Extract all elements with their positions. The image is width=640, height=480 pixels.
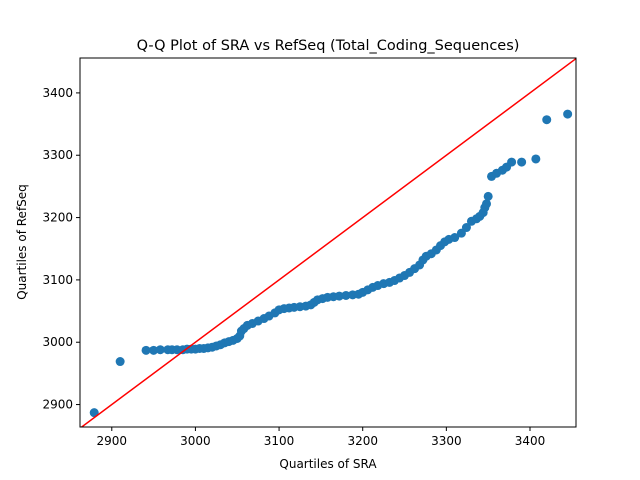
x-tick-label: 3400 <box>515 434 546 448</box>
x-axis: 2900 3000 3100 3200 3300 3400 <box>97 427 546 448</box>
data-point <box>155 345 165 355</box>
data-point <box>141 345 151 355</box>
plot-frame <box>79 57 577 428</box>
chart-title: Q-Q Plot of SRA vs RefSeq (Total_Coding_… <box>137 38 520 54</box>
data-point <box>89 408 99 418</box>
x-tick-label: 2900 <box>97 434 128 448</box>
y-tick-label: 3100 <box>42 273 73 287</box>
y-tick-label: 3400 <box>42 86 73 100</box>
y-axis: 2900 3000 3100 3200 3300 3400 <box>42 86 80 412</box>
y-tick-label: 3200 <box>42 211 73 225</box>
data-point <box>115 357 125 367</box>
data-point <box>461 223 471 233</box>
x-axis-label: Quartiles of SRA <box>279 457 377 471</box>
data-point <box>450 233 460 243</box>
data-point <box>517 157 527 167</box>
data-point <box>542 115 552 125</box>
data-point <box>341 290 351 300</box>
y-axis-label: Quartiles of RefSeq <box>15 184 29 300</box>
data-point <box>482 199 491 209</box>
reference-line <box>80 58 576 427</box>
x-tick-label: 3100 <box>264 434 295 448</box>
data-point <box>563 109 573 119</box>
y-tick-label: 2900 <box>42 398 73 412</box>
y-tick-label: 3000 <box>42 335 73 349</box>
data-point <box>483 191 493 201</box>
y-tick-label: 3300 <box>42 148 73 162</box>
data-point <box>149 345 159 355</box>
data-point <box>531 154 541 164</box>
x-tick-label: 3000 <box>180 434 211 448</box>
data-point <box>507 157 517 167</box>
plot-area <box>79 57 577 428</box>
x-tick-label: 3300 <box>431 434 462 448</box>
x-tick-label: 3200 <box>347 434 378 448</box>
data-point <box>334 291 344 301</box>
data-points <box>89 109 573 418</box>
